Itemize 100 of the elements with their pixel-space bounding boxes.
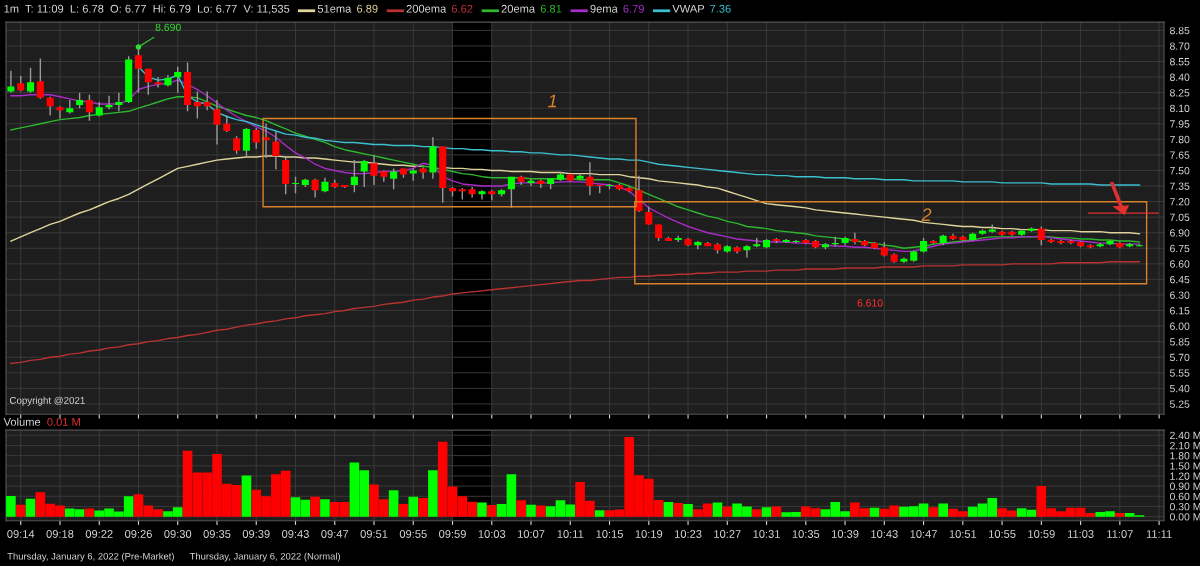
bar — [536, 505, 546, 517]
candlestick — [36, 57, 44, 100]
annotation: Copyright @2021 — [9, 396, 85, 406]
x-tick-label: 10:47 — [910, 530, 937, 538]
x-tick-label: 10:51 — [949, 530, 977, 538]
x-tick-label: 10:35 — [792, 530, 820, 538]
text: 6.79 — [623, 4, 644, 13]
bar — [663, 502, 674, 517]
chart-title: Volume — [3, 417, 41, 426]
candlestick — [213, 99, 221, 146]
y-tick-label: 6.75 — [1170, 244, 1190, 253]
y-tick-label: 2.40 M — [1170, 431, 1200, 440]
y-tick-label: 0.30 M — [1169, 502, 1200, 511]
x-tick-label: 10:43 — [871, 530, 898, 538]
bar — [526, 504, 536, 517]
candlestick — [272, 131, 280, 171]
x-tick-label: 10:39 — [832, 530, 859, 538]
bar — [398, 504, 409, 517]
candlestick — [105, 95, 113, 110]
y-tick-label: 5.55 — [1169, 369, 1190, 377]
bar — [594, 510, 605, 517]
bar — [418, 498, 428, 517]
x-tick-label: 09:18 — [46, 530, 74, 538]
y-tick-label: 5.70 — [1169, 353, 1190, 362]
candlestick — [115, 91, 123, 113]
bar — [486, 505, 497, 517]
x-tick-label: 10:15 — [596, 530, 623, 538]
line-series — [10, 261, 1141, 365]
text: 6.81 — [540, 4, 562, 13]
bar — [761, 507, 772, 517]
y-tick-label: 7.35 — [1170, 182, 1190, 190]
bar — [712, 502, 723, 517]
bar — [683, 504, 693, 517]
y-tick-label: 0.60 M — [1169, 492, 1200, 501]
legend-label: 20ema — [501, 4, 536, 13]
x-tick-label: 09:43 — [282, 530, 309, 538]
x-tick-label: 09:35 — [203, 530, 231, 538]
candlestick — [85, 94, 93, 122]
text: 6.62 — [451, 4, 473, 13]
candlestick — [586, 161, 594, 197]
x-tick-label: 09:51 — [360, 530, 388, 538]
y-tick-label: 8.40 — [1170, 73, 1190, 81]
y-tick-label: 6.15 — [1170, 307, 1190, 315]
candlestick — [1037, 225, 1045, 246]
candlestick — [46, 96, 54, 117]
x-tick-label: 10:19 — [635, 530, 663, 538]
bar — [408, 496, 419, 517]
candlestick — [242, 127, 250, 157]
x-tick-label: 10:59 — [1028, 530, 1055, 538]
candlestick — [56, 105, 64, 120]
x-tick-label: 09:22 — [85, 530, 113, 538]
y-tick-label: 0.90 M — [1169, 482, 1200, 490]
annotation: 6.610 — [857, 299, 883, 307]
bar — [310, 496, 320, 517]
x-tick-label: 10:11 — [557, 530, 584, 538]
y-tick-label: 6.45 — [1170, 275, 1190, 284]
candlestick — [370, 154, 378, 186]
bar — [388, 490, 399, 517]
legend-label: 9ema — [590, 4, 618, 13]
x-tick-label: 11:07 — [1107, 530, 1133, 538]
bar — [320, 499, 330, 517]
candlestick — [527, 178, 535, 187]
bar — [84, 508, 95, 517]
candlestick — [792, 239, 800, 244]
y-tick-label: 8.70 — [1170, 42, 1190, 50]
bar — [25, 498, 36, 517]
y-tick-label: 7.05 — [1170, 213, 1190, 222]
y-tick-label: 8.10 — [1170, 104, 1190, 113]
text: 6.89 — [357, 4, 378, 13]
candlestick — [282, 157, 290, 196]
legend-label: VWAP — [672, 4, 705, 13]
candlestick — [507, 175, 515, 209]
candlestick — [743, 244, 751, 259]
bar — [516, 500, 527, 517]
chart-title: 1m T: 11:09 L: 6.78 O: 6.77 Hi: 6.79 Lo: 6.77 V: 11,535 — [4, 4, 290, 14]
candlestick — [390, 167, 398, 190]
y-tick-label: 8.25 — [1170, 89, 1190, 97]
bar — [428, 470, 438, 517]
candlestick — [478, 189, 486, 201]
annotation: 8.690 — [155, 23, 181, 32]
x-tick-label: 10:23 — [674, 530, 702, 538]
legend-label: 51ema — [317, 4, 352, 13]
y-tick-label: 6.30 — [1170, 291, 1190, 299]
x-tick-label: 09:59 — [439, 530, 466, 538]
y-tick-label: 5.25 — [1169, 400, 1190, 408]
candlestick — [252, 127, 260, 150]
bar — [722, 506, 733, 517]
x-tick-label: 11:03 — [1067, 530, 1094, 538]
x-tick-label: 10:31 — [753, 530, 780, 538]
x-tick-label: 10:03 — [478, 530, 506, 538]
candlestick — [203, 90, 211, 111]
candlestick — [311, 178, 319, 199]
text: Thursday, January 6, 2022 (Normal) — [189, 552, 341, 562]
y-tick-label: 8.55 — [1170, 58, 1190, 66]
legend-label: 200ema — [406, 4, 447, 13]
candlestick — [174, 65, 182, 94]
bar — [869, 507, 880, 517]
candlestick — [193, 90, 201, 120]
candlestick — [154, 76, 162, 89]
candlestick — [27, 67, 35, 94]
